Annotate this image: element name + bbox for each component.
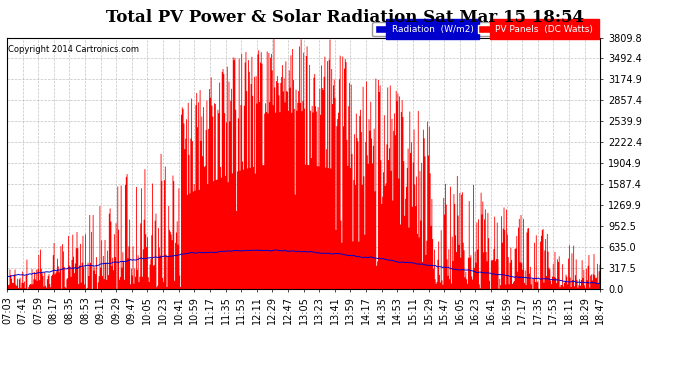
Text: Copyright 2014 Cartronics.com: Copyright 2014 Cartronics.com <box>8 45 139 54</box>
Text: Total PV Power & Solar Radiation Sat Mar 15 18:54: Total PV Power & Solar Radiation Sat Mar… <box>106 9 584 26</box>
Legend: Radiation  (W/m2), PV Panels  (DC Watts): Radiation (W/m2), PV Panels (DC Watts) <box>372 22 595 36</box>
